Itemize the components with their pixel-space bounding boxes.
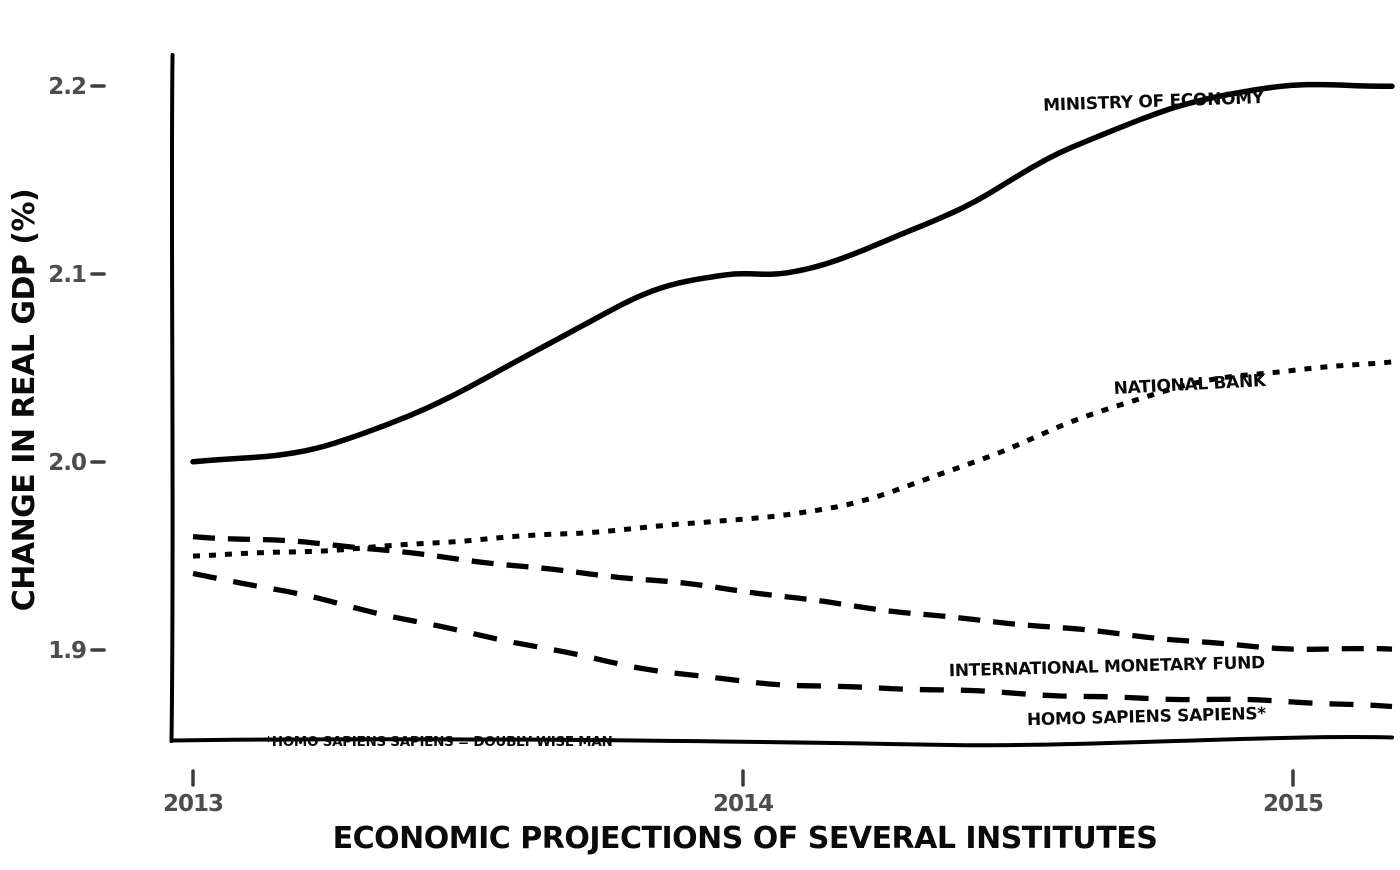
axes [169,53,1394,748]
x-tick-label: 2013 [163,791,223,817]
series-label-international-monetary-fund: INTERNATIONAL MONETARY FUND [949,653,1266,681]
series-label-ministry-of-economy: MINISTRY OF ECONOMY [1043,88,1265,116]
y-tick-label: 1.9 [48,638,86,664]
x-tick-label: 2015 [1263,791,1323,817]
ticks: 1.9 2.0 2.1 2.2 2013 2014 2015 [48,74,1324,817]
y-tick-label: 2.2 [48,74,86,100]
series-label-national-bank: NATIONAL BANK [1113,371,1267,399]
y-tick-label: 2.0 [48,450,86,476]
series-label-homo-sapiens-sapiens: HOMO SAPIENS SAPIENS* [1027,704,1267,730]
x-axis-spine [170,735,1394,748]
series-line-ministry-of-economy [190,81,1395,465]
x-tick-label: 2014 [713,791,773,817]
footnote: *HOMO SAPIENS SAPIENS = DOUBLY WISE MAN [265,734,612,750]
y-axis-spine [169,53,175,743]
series-lines [190,81,1395,710]
series-line-national-bank [192,359,1393,559]
x-axis-title: ECONOMIC PROJECTIONS OF SEVERAL INSTITUT… [333,821,1158,856]
y-tick-label: 2.1 [48,262,86,288]
series-line-homo-sapiens-sapiens [192,570,1393,710]
y-axis-title: CHANGE IN REAL GDP (%) [7,189,42,612]
series-line-international-monetary-fund [192,533,1393,652]
